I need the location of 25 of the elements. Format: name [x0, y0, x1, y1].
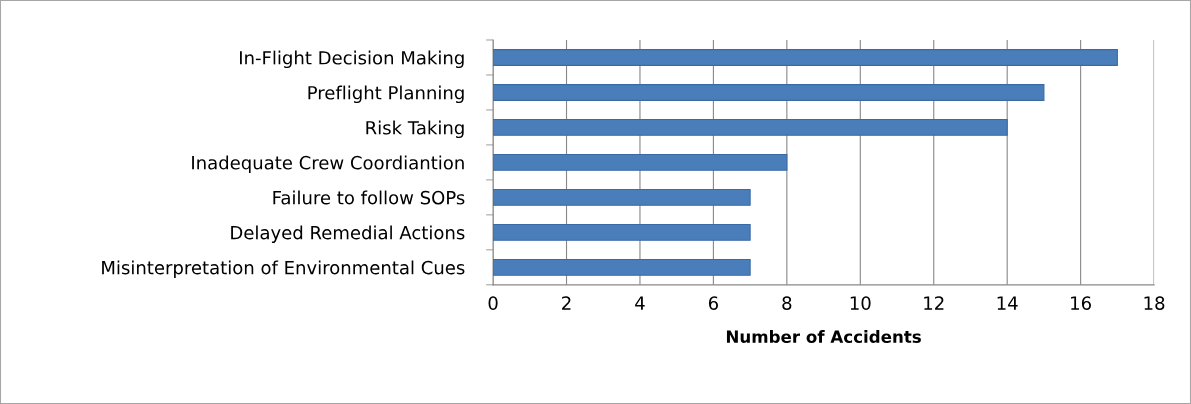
x-tick-label: 14	[997, 296, 1018, 310]
x-tick-label: 16	[1071, 296, 1091, 310]
x-tick-label: 10	[850, 296, 871, 310]
y-tick-label: Inadequate Crew Coordiantion	[192, 155, 464, 174]
bar	[493, 84, 1045, 101]
x-tick-label: 4	[635, 296, 645, 310]
bar	[493, 153, 788, 171]
x-tick-label: 8	[782, 296, 792, 310]
y-tick-label: Failure to follow SOPs	[273, 190, 465, 205]
y-tick-label: In-Flight Decision Making	[240, 50, 464, 69]
x-axis-title: Number of Accidents	[726, 330, 921, 343]
y-tick-label: Delayed Remedial Actions	[231, 225, 465, 243]
bar	[493, 188, 751, 206]
bar	[493, 258, 751, 276]
bar	[493, 49, 1118, 66]
bar	[493, 119, 1008, 136]
y-tick-label: Misinterpretation of Environmental Cues	[102, 260, 465, 278]
y-tick-label: Preflight Planning	[308, 85, 464, 104]
x-tick-label: 18	[1144, 296, 1165, 310]
x-tick-label: 0	[488, 296, 498, 310]
x-tick-label: 6	[708, 296, 719, 310]
bar	[493, 223, 751, 241]
x-tick-label: 2	[562, 296, 571, 310]
x-tick-label: 12	[924, 296, 944, 310]
y-tick-label: Risk Taking	[366, 120, 464, 139]
